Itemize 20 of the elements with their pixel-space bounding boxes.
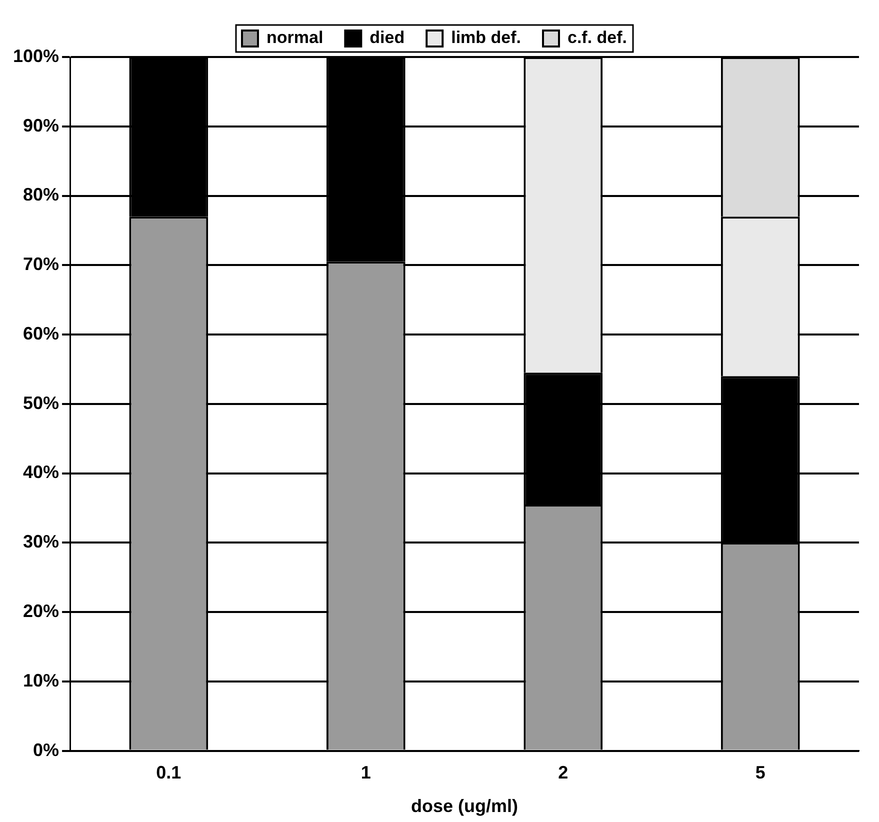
x-tick-label: 1 — [360, 762, 371, 783]
y-tick-label: 90% — [23, 115, 60, 136]
y-tick-label: 10% — [23, 670, 60, 690]
y-tick-label: 50% — [23, 392, 60, 413]
y-tick-label: 20% — [23, 601, 60, 622]
x-tick-label: 2 — [558, 762, 568, 783]
y-tick-label: 100% — [12, 46, 60, 66]
y-tick-label: 80% — [23, 184, 60, 205]
y-tick-label: 0% — [33, 740, 60, 760]
y-tick-label: 60% — [23, 323, 60, 344]
y-tick-label: 30% — [23, 532, 60, 552]
legend-label: normal — [266, 28, 324, 48]
legend-label: c.f. def. — [568, 28, 628, 48]
y-tick-label: 40% — [23, 462, 60, 482]
x-axis-title: dose (ug/ml) — [411, 796, 518, 816]
y-tick-label: 70% — [23, 254, 60, 274]
legend-label: limb def. — [451, 28, 522, 48]
x-tick-label: 0.1 — [156, 762, 182, 783]
x-tick-label: 5 — [755, 762, 766, 783]
legend-label: died — [370, 28, 405, 48]
